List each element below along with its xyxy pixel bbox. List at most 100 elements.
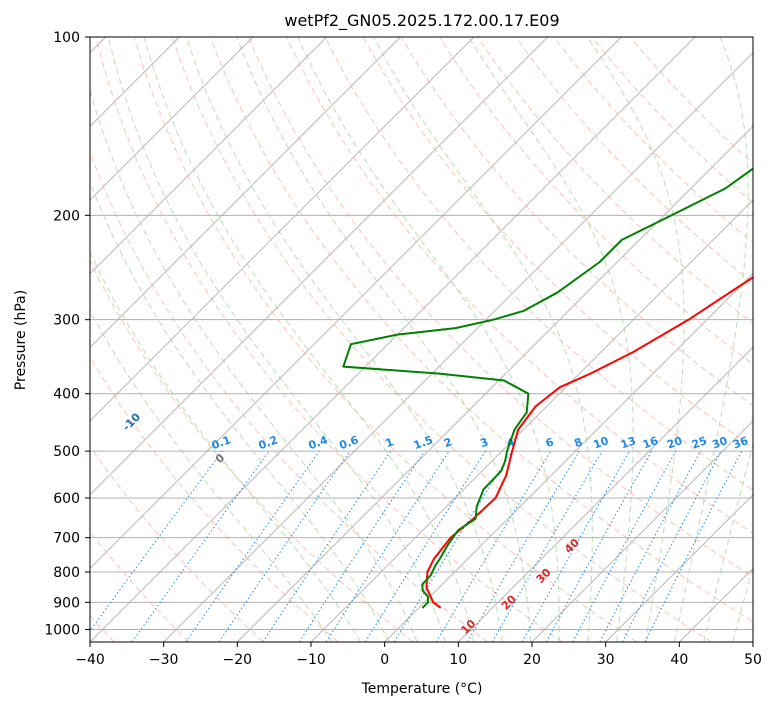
mixing-ratio-line: [364, 450, 486, 642]
x-axis: −40 −30 −20 −10 0 10 20 30 40 50: [75, 642, 762, 668]
dry-adiabat: [95, 37, 563, 642]
mixing-ratio-label: 1.5: [412, 433, 435, 452]
temperature-line: [425, 276, 753, 609]
dry-adiabat: [591, 37, 753, 204]
y-axis: 100 200 300 400 500 600 700 800 900 1000: [44, 30, 90, 638]
mixing-ratio-line: [467, 450, 580, 642]
x-tick-label: 20: [523, 652, 541, 668]
x-tick-label: 30: [597, 652, 615, 668]
plot-frame: [89, 36, 754, 643]
isotherm-gridline: [90, 37, 254, 201]
moist-adiabat: [107, 37, 447, 642]
dry-adiabat: [171, 37, 712, 642]
dry-adiabat: [477, 37, 753, 325]
dry-adiabat: [362, 37, 753, 449]
chart-title: wetPf2_GN05.2025.172.00.17.E09: [284, 11, 559, 31]
mixing-ratio-line: [218, 450, 351, 642]
moist-adiabat: [236, 37, 532, 642]
moist-adiabat: [587, 37, 685, 642]
y-tick-label: 700: [53, 531, 80, 547]
moist-adiabat: [373, 37, 593, 642]
moist-adiabat: [297, 37, 560, 642]
mixing-ratio-label: 25: [690, 434, 709, 451]
isotherm-gridline: [90, 37, 548, 496]
isotherm-gridline: [163, 52, 753, 642]
isotherm-gridline: [237, 125, 753, 642]
y-axis-label: Pressure (hPa): [13, 290, 29, 390]
x-tick-label: 40: [670, 652, 688, 668]
isotherm-gridline: [90, 37, 475, 422]
mixing-ratio-line: [90, 450, 223, 632]
x-tick-label: −30: [149, 652, 179, 668]
mixing-ratio-line: [131, 450, 270, 642]
y-tick-label: 300: [53, 313, 80, 329]
mixing-ratio-label: 30: [710, 434, 729, 452]
moist-adiabat: [185, 37, 503, 642]
dry-adiabat: [400, 37, 753, 407]
mixing-ratio-label: 1: [384, 435, 396, 450]
mixing-ratio-label: 13: [619, 434, 638, 451]
y-tick-label: 500: [53, 444, 80, 460]
mixing-ratio-label: 36: [731, 434, 750, 452]
mixing-ratio-line: [325, 450, 450, 642]
mixing-ratio-line: [545, 450, 653, 642]
moist-adiabat: [90, 180, 390, 642]
moist-adiabat: [90, 88, 418, 642]
dewpoint-line: [342, 167, 753, 609]
moist-adiabat: [674, 37, 749, 642]
x-tick-label: 0: [380, 652, 389, 668]
y-tick-label: 1000: [44, 622, 80, 638]
y-tick-label: 900: [53, 595, 80, 611]
mixing-ratio-label: 0.4: [307, 433, 330, 452]
mixing-ratio-label: 0.2: [257, 433, 280, 452]
moist-adiabat: [703, 441, 753, 642]
series-layer: [342, 167, 753, 609]
dry-adiabat: [210, 37, 753, 623]
background-lines: [90, 37, 753, 642]
dry-adiabat: [248, 37, 753, 578]
mixing-ratio-label: 20: [665, 434, 684, 452]
x-tick-label: −20: [223, 652, 253, 668]
x-tick-label: −10: [296, 652, 326, 668]
x-tick-label: 50: [744, 652, 762, 668]
y-tick-label: 600: [53, 491, 80, 507]
isotherm-gridline: [90, 37, 401, 348]
moist-adiabat: [732, 564, 753, 642]
dry-adiabat: [133, 37, 638, 642]
isotherm-gridline: [605, 494, 753, 642]
y-tick-label: 100: [53, 30, 80, 46]
x-tick-label: −40: [75, 652, 105, 668]
mixing-ratio-line: [572, 450, 677, 642]
mixing-ratio-label: 2: [442, 435, 454, 450]
isotherm-gridline: [531, 420, 753, 642]
mixing-ratio-line: [393, 450, 513, 642]
mixing-ratio-line: [435, 450, 552, 642]
y-tick-label: 800: [53, 565, 80, 581]
mixing-ratio-line: [185, 450, 320, 642]
y-tick-label: 400: [53, 387, 80, 403]
mixing-ratio-line: [491, 450, 603, 642]
dry-adiabat: [324, 37, 753, 491]
moist-adiabat: [143, 37, 475, 642]
isotherm-gridline: [90, 37, 327, 275]
dry-adiabat: [90, 259, 414, 642]
mixing-ratio-line: [521, 450, 630, 642]
mixing-ratio-label: 6: [544, 435, 556, 450]
mixing-ratio-label: 0.6: [338, 433, 361, 452]
x-axis-label: Temperature (°C): [361, 681, 483, 697]
y-tick-label: 200: [53, 208, 80, 224]
moist-adiabat: [90, 251, 362, 642]
x-tick-label: 10: [449, 652, 467, 668]
dry-adiabat: [90, 445, 264, 642]
mixing-ratio-label: 16: [641, 434, 660, 452]
mixing-ratio-label: 3: [478, 435, 490, 450]
isotherm-gridline: [384, 273, 753, 642]
isotherm-gridline: [90, 37, 696, 642]
dry-adiabat: [515, 37, 753, 284]
mixing-ratio-label: 10: [592, 434, 611, 452]
mixing-ratio-label: 8: [572, 435, 584, 450]
isotherm-gridline: [458, 346, 753, 642]
